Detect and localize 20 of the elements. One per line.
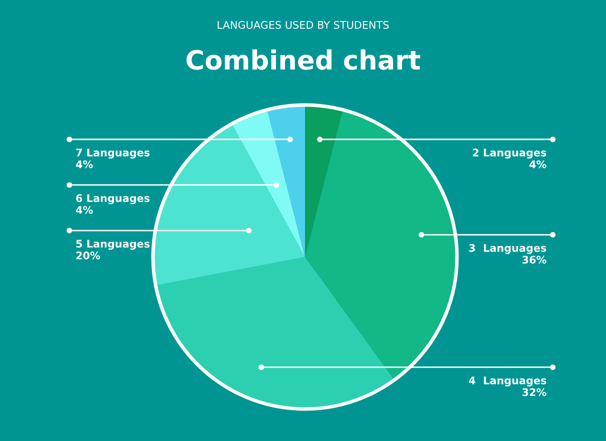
pie-slice bbox=[156, 257, 394, 409]
slice-label: 4 Languages bbox=[468, 376, 546, 386]
pie-slice bbox=[267, 105, 305, 257]
chart-subtitle: LANGUAGES USED BY STUDENTS bbox=[218, 20, 389, 29]
pie-slice bbox=[232, 110, 305, 257]
data-label: 20% bbox=[76, 252, 100, 260]
data-label: 36% bbox=[522, 256, 546, 264]
data-label: 4% bbox=[529, 160, 546, 168]
slice-label: 7 Languages bbox=[76, 148, 150, 159]
slice-label: 6 Languages bbox=[76, 194, 150, 204]
slice-label: 2 Languages bbox=[472, 148, 546, 159]
pie-slice bbox=[153, 124, 305, 286]
slice-label: 5 Languages bbox=[76, 240, 150, 250]
pie-slice bbox=[305, 110, 457, 380]
data-label: 4% bbox=[76, 206, 93, 214]
data-label: 32% bbox=[522, 388, 546, 396]
pie-slice bbox=[305, 105, 343, 257]
slice-label: 3 Languages bbox=[469, 244, 546, 254]
data-label: 4% bbox=[76, 160, 93, 168]
chart-title: Combined chart bbox=[186, 49, 420, 70]
